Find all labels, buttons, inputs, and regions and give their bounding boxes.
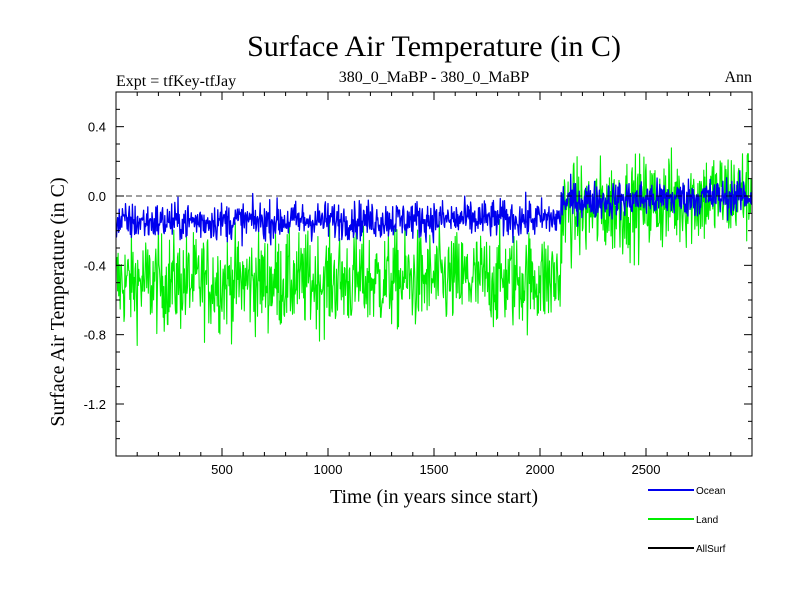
x-tick-label: 2500 — [632, 462, 661, 477]
chart-subtitle-center: 380_0_MaBP - 380_0_MaBP — [339, 69, 530, 86]
y-tick-label: 0.4 — [88, 120, 106, 135]
legend-label-land: Land — [696, 515, 718, 526]
series-line-land — [116, 147, 752, 347]
x-tick-label: 500 — [211, 462, 233, 477]
y-tick-label: -1.2 — [84, 397, 106, 412]
x-tick-label: 1500 — [420, 462, 449, 477]
x-tick-label: 1000 — [314, 462, 343, 477]
series-layer — [116, 147, 752, 347]
y-tick-label: -0.4 — [84, 258, 106, 273]
legend-label-allsurf: AllSurf — [696, 544, 726, 555]
chart-subtitle-left: Expt = tfKey-tfJay — [116, 73, 236, 90]
x-tick-label: 2000 — [526, 462, 555, 477]
y-axis-label: Surface Air Temperature (in C) — [47, 177, 69, 426]
series-line-ocean — [116, 170, 752, 247]
chart-title: Surface Air Temperature (in C) — [247, 30, 621, 63]
chart-subtitle-right: Ann — [724, 69, 752, 86]
y-tick-label: 0.0 — [88, 189, 106, 204]
legend-label-ocean: Ocean — [696, 486, 725, 497]
y-axis: -1.2 -0.8 -0.4 0.0 0.4 — [84, 91, 752, 457]
y-tick-label: -0.8 — [84, 328, 106, 343]
x-axis-label: Time (in years since start) — [330, 486, 538, 508]
legend: Ocean Land AllSurf — [648, 486, 726, 555]
x-axis: 500 1000 1500 2000 2500 — [136, 92, 732, 477]
